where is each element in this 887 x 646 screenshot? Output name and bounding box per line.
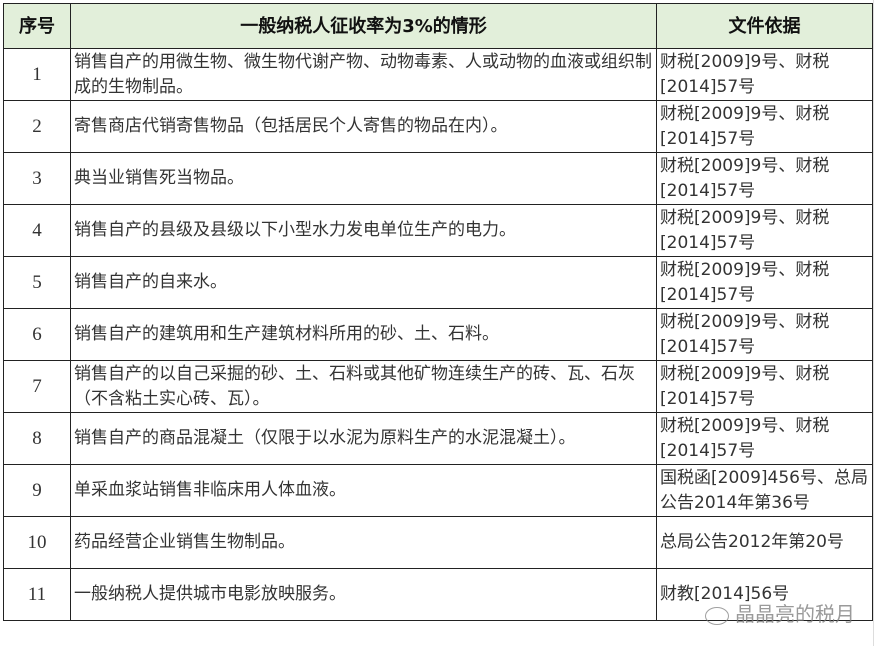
header-seq: 序号 [3, 3, 71, 49]
table-row: 10 药品经营企业销售生物制品。 总局公告2012年第20号 [3, 516, 873, 569]
table-row: 3 典当业销售死当物品。 财税[2009]9号、财税[2014]57号 [3, 152, 873, 205]
table-row: 11 一般纳税人提供城市电影放映服务。 财教[2014]56号 [3, 568, 873, 621]
reference-cell: 财税[2009]9号、财税[2014]57号 [656, 48, 873, 101]
seq-cell: 3 [3, 152, 71, 205]
situation-cell: 销售自产的县级及县级以下小型水力发电单位生产的电力。 [70, 204, 657, 257]
seq-cell: 4 [3, 204, 71, 257]
seq-cell: 5 [3, 256, 71, 309]
watermark-text: 晶晶亮的税月 [735, 602, 855, 626]
table-row: 1 销售自产的用微生物、微生物代谢产物、动物毒素、人或动物的血液或组织制成的生物制… [3, 48, 873, 101]
table-row: 5 销售自产的自来水。 财税[2009]9号、财税[2014]57号 [3, 256, 873, 309]
situation-cell: 单采血浆站销售非临床用人体血液。 [70, 464, 657, 517]
seq-cell: 7 [3, 360, 71, 413]
reference-cell: 财税[2009]9号、财税[2014]57号 [656, 412, 873, 465]
reference-cell: 总局公告2012年第20号 [656, 516, 873, 569]
situation-cell: 销售自产的建筑用和生产建筑材料所用的砂、土、石料。 [70, 308, 657, 361]
reference-cell: 财税[2009]9号、财税[2014]57号 [656, 256, 873, 309]
seq-cell: 9 [3, 464, 71, 517]
seq-cell: 11 [3, 568, 71, 621]
header-row: 序号 一般纳税人征收率为3%的情形 文件依据 [3, 3, 873, 49]
situation-cell: 药品经营企业销售生物制品。 [70, 516, 657, 569]
situation-cell: 销售自产的以自己采掘的砂、土、石料或其他矿物连续生产的砖、瓦、石灰（不含粘土实心… [70, 360, 657, 413]
header-situation: 一般纳税人征收率为3%的情形 [70, 3, 657, 49]
reference-cell: 财税[2009]9号、财税[2014]57号 [656, 204, 873, 257]
table-row: 4 销售自产的县级及县级以下小型水力发电单位生产的电力。 财税[2009]9号、财税… [3, 204, 873, 257]
situation-cell: 典当业销售死当物品。 [70, 152, 657, 205]
situation-cell: 销售自产的自来水。 [70, 256, 657, 309]
reference-cell: 财税[2009]9号、财税[2014]57号 [656, 360, 873, 413]
reference-cell: 财税[2009]9号、财税[2014]57号 [656, 100, 873, 153]
seq-cell: 10 [3, 516, 71, 569]
table-row: 8 销售自产的商品混凝土（仅限于以水泥为原料生产的水泥混凝土）。 财税[2009]9… [3, 412, 873, 465]
seq-cell: 8 [3, 412, 71, 465]
reference-cell: 国税函[2009]456号、总局公告2014年第36号 [656, 464, 873, 517]
seq-cell: 2 [3, 100, 71, 153]
reference-cell: 财教[2014]56号 [656, 568, 873, 621]
reference-cell: 财税[2009]9号、财税[2014]57号 [656, 152, 873, 205]
seq-cell: 6 [3, 308, 71, 361]
sheet-gridline [873, 0, 887, 646]
situation-cell: 一般纳税人提供城市电影放映服务。 [70, 568, 657, 621]
table-row: 7 销售自产的以自己采掘的砂、土、石料或其他矿物连续生产的砖、瓦、石灰（不含粘土实… [3, 360, 873, 413]
table-row: 2 寄售商店代销寄售物品（包括居民个人寄售的物品在内）。 财税[2009]9号、财税… [3, 100, 873, 153]
table-row: 9 单采血浆站销售非临床用人体血液。 国税函[2009]456号、总局公告2014年… [3, 464, 873, 517]
situation-cell: 销售自产的用微生物、微生物代谢产物、动物毒素、人或动物的血液或组织制成的生物制品… [70, 48, 657, 101]
watermark: 晶晶亮的税月 [705, 598, 855, 627]
header-reference: 文件依据 [656, 3, 873, 49]
wechat-icon [705, 606, 729, 625]
situation-cell: 寄售商店代销寄售物品（包括居民个人寄售的物品在内）。 [70, 100, 657, 153]
tax-rate-table: 序号 一般纳税人征收率为3%的情形 文件依据 1 销售自产的用微生物、微生物代谢产… [3, 3, 873, 621]
table-row: 6 销售自产的建筑用和生产建筑材料所用的砂、土、石料。 财税[2009]9号、财税[… [3, 308, 873, 361]
seq-cell: 1 [3, 48, 71, 101]
situation-cell: 销售自产的商品混凝土（仅限于以水泥为原料生产的水泥混凝土）。 [70, 412, 657, 465]
reference-cell: 财税[2009]9号、财税[2014]57号 [656, 308, 873, 361]
